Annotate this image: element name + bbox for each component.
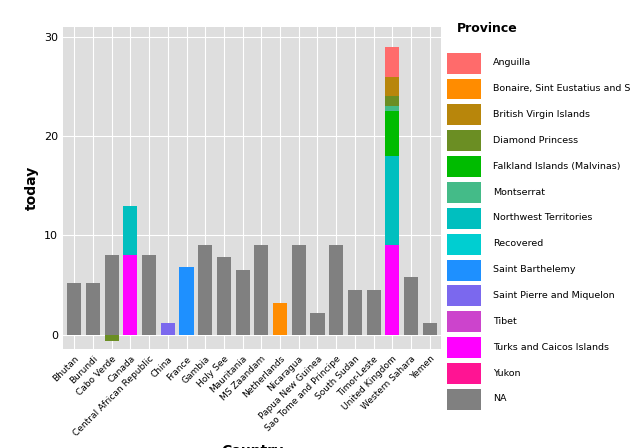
Bar — [348, 290, 362, 335]
Bar — [447, 130, 481, 151]
Bar — [198, 245, 212, 335]
Text: Yukon: Yukon — [493, 369, 520, 378]
Bar — [447, 182, 481, 203]
Bar — [386, 111, 399, 156]
Bar — [386, 77, 399, 96]
Bar — [447, 234, 481, 254]
Text: Anguilla: Anguilla — [493, 58, 531, 67]
Bar — [386, 106, 399, 111]
Bar — [404, 277, 418, 335]
Bar — [447, 208, 481, 229]
Text: Bonaire, Sint Eustatius and Saba: Bonaire, Sint Eustatius and Saba — [493, 84, 630, 93]
Bar — [255, 245, 268, 335]
Bar — [105, 335, 118, 340]
Text: Montserrat: Montserrat — [493, 188, 545, 197]
Bar — [123, 206, 137, 255]
Bar — [292, 245, 306, 335]
Text: British Virgin Islands: British Virgin Islands — [493, 110, 590, 119]
Bar — [447, 285, 481, 306]
Bar — [273, 303, 287, 335]
Bar — [67, 283, 81, 335]
Bar — [86, 283, 100, 335]
Text: Tibet: Tibet — [493, 317, 517, 326]
Bar — [447, 78, 481, 99]
Bar — [447, 53, 481, 73]
Bar — [447, 363, 481, 384]
Bar — [161, 323, 175, 335]
Bar — [447, 311, 481, 332]
Bar — [386, 47, 399, 77]
Bar — [447, 337, 481, 358]
Text: Diamond Princess: Diamond Princess — [493, 136, 578, 145]
Bar — [423, 323, 437, 335]
Text: Saint Pierre and Miquelon: Saint Pierre and Miquelon — [493, 291, 614, 300]
Bar — [447, 389, 481, 410]
Text: Falkland Islands (Malvinas): Falkland Islands (Malvinas) — [493, 162, 620, 171]
Bar — [447, 156, 481, 177]
Bar — [311, 313, 324, 335]
Bar — [180, 267, 193, 335]
Text: Northwest Territories: Northwest Territories — [493, 213, 592, 222]
Bar — [447, 104, 481, 125]
Bar — [386, 156, 399, 245]
Bar — [236, 270, 249, 335]
Bar — [367, 290, 381, 335]
Text: NA: NA — [493, 394, 506, 404]
Y-axis label: today: today — [25, 166, 38, 210]
Text: Recovered: Recovered — [493, 239, 543, 248]
X-axis label: Country: Country — [221, 444, 283, 448]
Bar — [386, 245, 399, 335]
Text: Saint Barthelemy: Saint Barthelemy — [493, 265, 575, 274]
Text: Turks and Caicos Islands: Turks and Caicos Islands — [493, 343, 609, 352]
Bar — [329, 245, 343, 335]
Bar — [142, 255, 156, 335]
Bar — [386, 96, 399, 106]
Bar — [447, 259, 481, 280]
Bar — [123, 255, 137, 335]
Bar — [105, 255, 118, 335]
Bar — [217, 257, 231, 335]
Text: Province: Province — [457, 22, 517, 35]
